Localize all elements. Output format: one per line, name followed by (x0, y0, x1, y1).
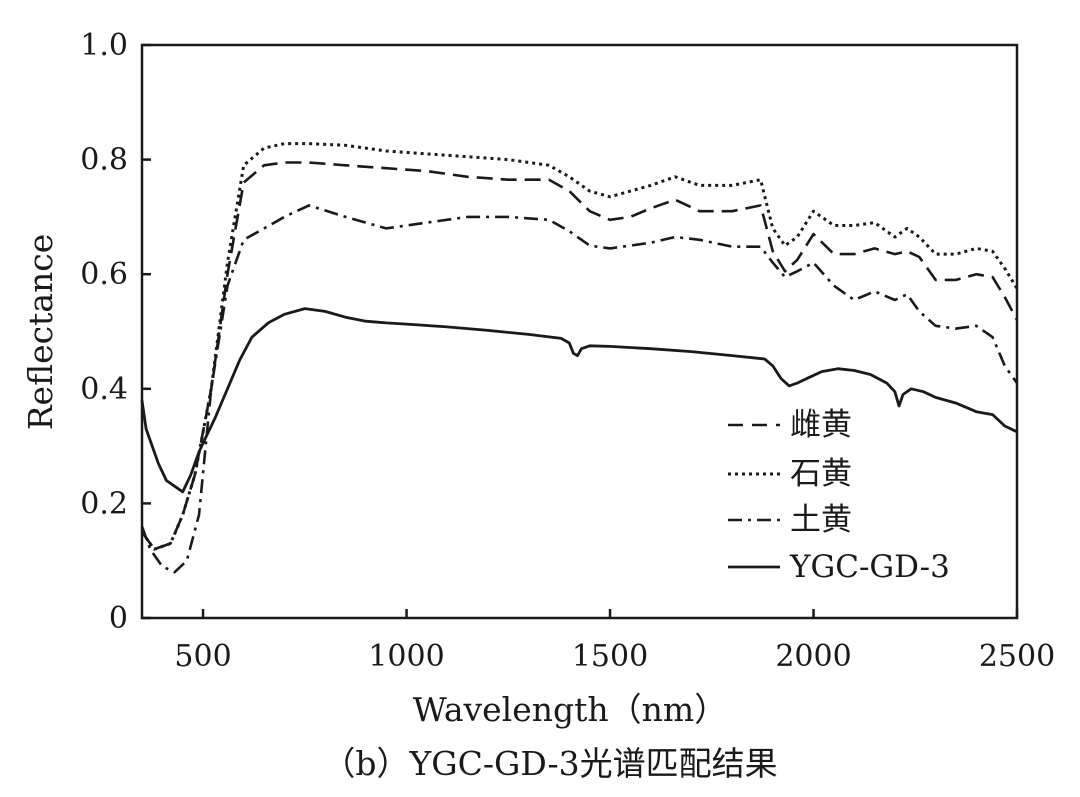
y-tick-label: 0.2 (80, 486, 128, 521)
y-tick-label: 1.0 (80, 28, 128, 63)
y-tick-label: 0 (109, 601, 128, 636)
x-tick-label: 1500 (572, 639, 648, 674)
y-axis-title: Reflectance (21, 234, 60, 431)
figure-caption: （b）YGC-GD-3光谱匹配结果 (322, 744, 777, 783)
y-tick-label: 0.4 (80, 372, 128, 407)
y-tick-label: 0.8 (80, 143, 128, 178)
series-layer (140, 142, 1019, 574)
y-tick-label: 0.6 (80, 257, 128, 292)
ticks-layer: 500 1000 1500 2000 2500 0 0.2 0.4 0.6 0.8 1.0 (80, 28, 1055, 674)
plot-frame (140, 43, 1019, 620)
legend-label-1: 雌黄 (790, 407, 852, 443)
x-axis-title: Wavelength（nm） (413, 690, 727, 729)
x-tick-label: 1000 (368, 639, 444, 674)
series-line-4 (140, 307, 1018, 494)
series-line-1 (140, 161, 1019, 551)
x-tick-label: 2000 (775, 639, 851, 674)
series-line-3 (140, 204, 1019, 574)
x-tick-label: 500 (174, 639, 231, 674)
series-line-2 (140, 142, 1019, 551)
x-tick-label: 2500 (979, 639, 1055, 674)
legend-label-4: YGC-GD-3 (789, 549, 950, 585)
legend-label-2: 石黄 (790, 456, 852, 492)
legend-label-3: 土黄 (790, 502, 852, 538)
